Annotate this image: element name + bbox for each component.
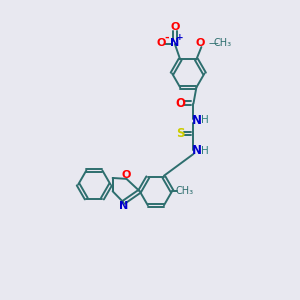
Text: O: O	[196, 38, 205, 48]
Text: O: O	[175, 97, 185, 110]
Text: N: N	[170, 38, 179, 48]
Text: O: O	[122, 170, 131, 180]
Text: CH₃: CH₃	[214, 38, 232, 48]
Text: S: S	[176, 127, 184, 140]
Text: +: +	[176, 33, 184, 42]
Text: -: -	[164, 33, 169, 43]
Text: H: H	[201, 115, 208, 125]
Text: N: N	[192, 114, 202, 127]
Text: H: H	[201, 146, 208, 156]
Text: CH₃: CH₃	[176, 186, 194, 196]
Text: N: N	[119, 201, 128, 211]
Text: O: O	[156, 38, 166, 48]
Text: O: O	[170, 22, 180, 32]
Text: N: N	[192, 144, 202, 157]
Text: —: —	[208, 38, 218, 48]
